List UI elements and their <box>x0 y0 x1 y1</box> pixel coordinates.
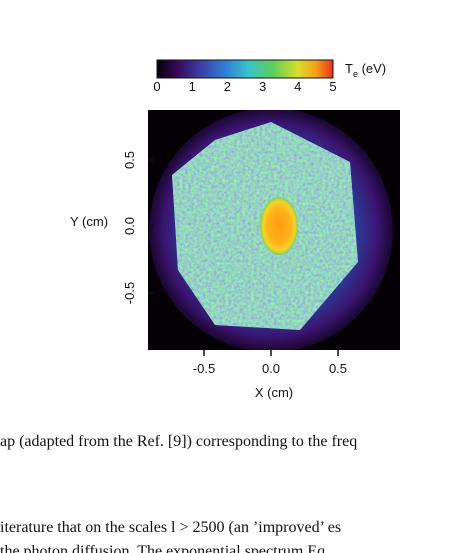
colorbar-label: Te (eV) <box>345 61 386 79</box>
colorbar <box>156 59 334 79</box>
x-tick-label: 0.0 <box>262 361 280 376</box>
colorbar-tick-label: 1 <box>189 79 196 94</box>
x-tick-label: -0.5 <box>193 361 215 376</box>
colorbar-tick-label: 4 <box>294 79 301 94</box>
body-line: the photon diffusion. The exponential sp… <box>0 543 325 553</box>
y-tick-label: 0.0 <box>122 217 137 235</box>
colorbar-tick-label: 3 <box>259 79 266 94</box>
x-tick-label: 0.5 <box>329 361 347 376</box>
y-tick-label: 0.5 <box>122 151 137 169</box>
y-tick-label: -0.5 <box>122 282 137 304</box>
x-axis-label: X (cm) <box>255 385 293 400</box>
caption: ap (adapted from the Ref. [9]) correspon… <box>0 433 357 450</box>
heatmap-image <box>148 110 400 350</box>
colorbar-tick-label: 5 <box>329 79 336 94</box>
y-axis-label: Y (cm) <box>70 214 108 229</box>
colorbar-tick-label: 2 <box>224 79 231 94</box>
body-line: iterature that on the scales l > 2500 (a… <box>0 519 341 536</box>
colorbar-tick-label: 0 <box>153 79 160 94</box>
axes-ticks <box>148 159 339 356</box>
